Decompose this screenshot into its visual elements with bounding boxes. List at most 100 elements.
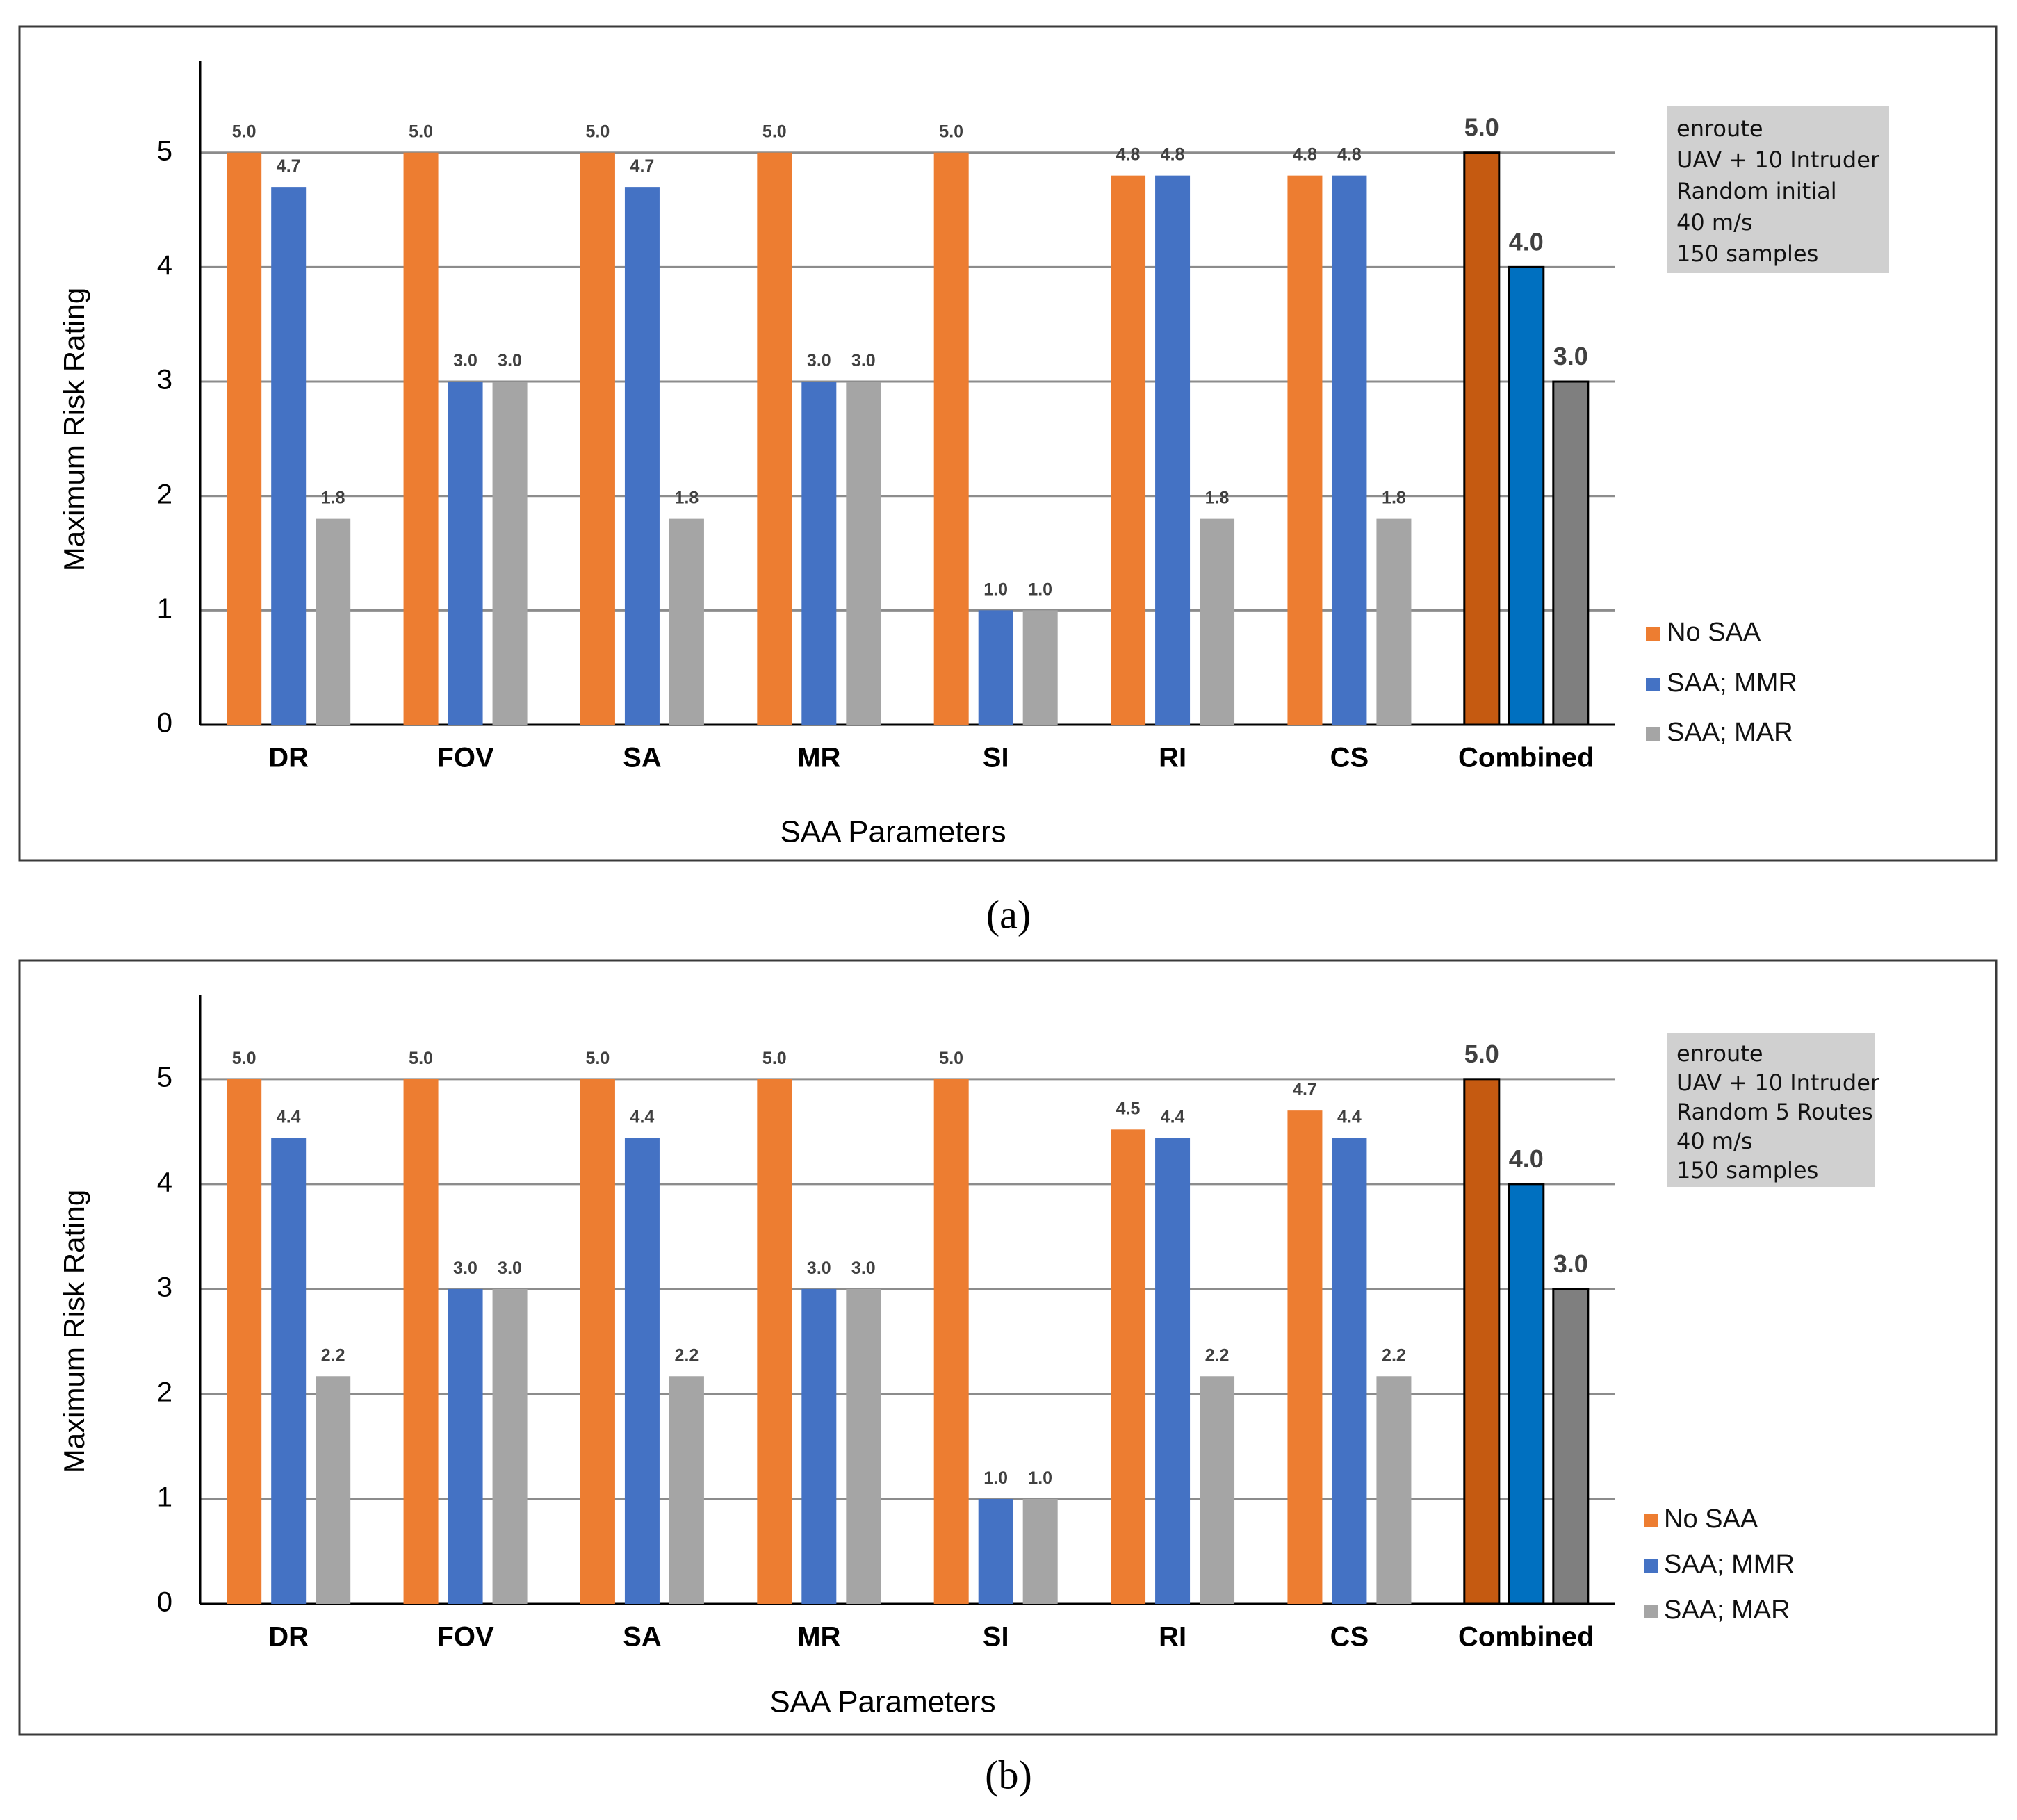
panel-a-info-box: enroute UAV + 10 Intruder Random initial… bbox=[1667, 106, 1889, 273]
panel-a-bar-dr-mmr bbox=[271, 187, 307, 725]
panel-a-bar-mr-mar bbox=[846, 382, 881, 725]
panel-b-bar-ri-no-saa bbox=[1111, 1129, 1146, 1604]
panel-b-data-label-mr-mmr: 3.0 bbox=[807, 1259, 831, 1278]
panel-b-bar-mr-no-saa bbox=[757, 1079, 792, 1604]
panel-b-bar-fov-mar bbox=[492, 1288, 528, 1604]
panel-b-chart: Maximum Risk Rating SAA Parameters enrou… bbox=[18, 959, 1998, 1736]
panel-a-x-tick-label-mr: MR bbox=[797, 743, 840, 773]
panel-b-data-label-mr-mar: 3.0 bbox=[851, 1259, 876, 1278]
panel-a-info-line-3: Random initial bbox=[1676, 178, 1837, 204]
panel-b-data-label-combined-no-saa: 5.0 bbox=[1464, 1040, 1499, 1068]
panel-b-bar-fov-no-saa bbox=[403, 1079, 439, 1604]
panel-b-x-axis-title: SAA Parameters bbox=[769, 1685, 995, 1719]
panel-b-data-label-cs-no-saa: 4.7 bbox=[1293, 1080, 1317, 1099]
panel-b-info-line-5: 150 samples bbox=[1676, 1157, 1818, 1183]
panel-b-data-label-cs-mmr: 4.4 bbox=[1337, 1107, 1362, 1126]
panel-a-data-label-mr-mmr: 3.0 bbox=[807, 351, 831, 370]
panel-a-data-label-fov-mmr: 3.0 bbox=[453, 351, 477, 370]
panel-b-bar-ri-mmr bbox=[1155, 1138, 1191, 1604]
panel-a-info-line-2: UAV + 10 Intruder bbox=[1676, 147, 1880, 173]
panel-a-y-axis-title: Maximum Risk Rating bbox=[58, 288, 90, 571]
panel-b-y-tick-label-4: 4 bbox=[157, 1167, 172, 1197]
panel-a-bar-fov-mmr bbox=[448, 382, 483, 725]
panel-b-bar-si-mar bbox=[1022, 1498, 1058, 1604]
panel-a-data-label-dr-no-saa: 5.0 bbox=[232, 122, 256, 142]
panel-b-bar-dr-mar bbox=[316, 1376, 351, 1604]
panel-b-y-tick-label-3: 3 bbox=[157, 1272, 172, 1302]
panel-b-data-label-cs-mar: 2.2 bbox=[1382, 1345, 1406, 1365]
panel-b-info-line-3: Random 5 Routes bbox=[1676, 1099, 1873, 1125]
panel-a-x-tick-label-combined: Combined bbox=[1458, 743, 1594, 773]
panel-b-bars bbox=[227, 1078, 1590, 1605]
panel-a-bar-combined-mmr bbox=[1508, 265, 1545, 726]
panel-a-legend-swatch-mar bbox=[1646, 727, 1660, 741]
panel-b-info-line-1: enroute bbox=[1676, 1040, 1763, 1067]
panel-a-data-label-ri-mmr: 4.8 bbox=[1161, 145, 1185, 165]
panel-b-x-tick-label-mr: MR bbox=[797, 1622, 840, 1653]
panel-a-chart: Maximum Risk Rating SAA Parameters enrou… bbox=[18, 25, 1998, 862]
panel-b-data-label-sa-mmr: 4.4 bbox=[630, 1107, 655, 1126]
panel-b-bar-ri-mar bbox=[1200, 1376, 1235, 1604]
panel-a-bar-sa-mar bbox=[669, 518, 704, 725]
panel-a-x-tick-label-cs: CS bbox=[1330, 743, 1369, 773]
panel-b-bar-combined-mmr bbox=[1508, 1183, 1545, 1605]
panel-a-data-label-dr-mmr: 4.7 bbox=[277, 156, 301, 176]
panel-b-data-label-combined-mmr: 4.0 bbox=[1509, 1145, 1544, 1173]
panel-b-x-tick-label-cs: CS bbox=[1330, 1622, 1369, 1653]
panel-a-data-label-sa-no-saa: 5.0 bbox=[586, 122, 610, 142]
panel-a-x-tick-label-fov: FOV bbox=[436, 743, 494, 773]
panel-a-bar-combined-mar bbox=[1552, 380, 1590, 726]
panel-a-bar-ri-mar bbox=[1200, 518, 1235, 725]
panel-b-data-label-fov-no-saa: 5.0 bbox=[409, 1049, 433, 1068]
panel-b-data-label-mr-no-saa: 5.0 bbox=[762, 1049, 787, 1068]
panel-b-bar-dr-no-saa bbox=[227, 1079, 262, 1604]
panel-a-data-label-si-no-saa: 5.0 bbox=[939, 122, 963, 142]
panel-b-bar-cs-no-saa bbox=[1287, 1110, 1323, 1604]
panel-a-bar-mr-mmr bbox=[801, 382, 837, 725]
panel-a-data-label-si-mmr: 1.0 bbox=[983, 580, 1008, 599]
panel-a-info-line-4: 40 m/s bbox=[1676, 209, 1753, 236]
panel-a-x-tick-label-si: SI bbox=[983, 743, 1009, 773]
panel-a-data-label-dr-mar: 1.8 bbox=[321, 489, 345, 508]
panel-b-y-tick-label-1: 1 bbox=[157, 1482, 172, 1513]
panel-a-data-label-mr-no-saa: 5.0 bbox=[762, 122, 787, 142]
panel-a-bar-sa-mmr bbox=[624, 187, 660, 725]
panel-a-bar-ri-mmr bbox=[1155, 175, 1191, 725]
panel-b-y-axis-title: Maximum Risk Rating bbox=[58, 1190, 90, 1473]
panel-a-y-tick-label-0: 0 bbox=[157, 708, 172, 739]
panel-b-data-label-ri-no-saa: 4.5 bbox=[1116, 1099, 1141, 1118]
panel-b-data-label-combined-mar: 3.0 bbox=[1553, 1249, 1588, 1278]
panel-b-info-box-bg bbox=[1667, 1033, 1875, 1187]
panel-a-data-label-fov-no-saa: 5.0 bbox=[409, 122, 433, 142]
panel-a-bar-si-mmr bbox=[978, 610, 1013, 725]
panel-b-caption: (b) bbox=[985, 1752, 1032, 1797]
panel-b-bar-sa-no-saa bbox=[580, 1079, 615, 1604]
panel-b-legend-swatch-no-saa bbox=[1644, 1514, 1658, 1527]
panel-b-data-label-ri-mar: 2.2 bbox=[1205, 1345, 1230, 1365]
panel-b-legend-label-mar: SAA; MAR bbox=[1664, 1596, 1790, 1625]
panel-a-info-line-5: 150 samples bbox=[1676, 240, 1818, 267]
panel-b-data-label-dr-no-saa: 5.0 bbox=[232, 1049, 256, 1068]
panel-b-data-label-ri-mmr: 4.4 bbox=[1161, 1107, 1185, 1126]
panel-b-y-tick-label-2: 2 bbox=[157, 1377, 172, 1407]
panel-b-y-tick-label-5: 5 bbox=[157, 1062, 172, 1092]
panel-b-x-tick-label-ri: RI bbox=[1159, 1622, 1186, 1653]
panel-a-bar-dr-mar bbox=[316, 518, 351, 725]
panel-b-bar-fov-mmr bbox=[448, 1288, 483, 1604]
panel-a-y-tick-label-1: 1 bbox=[157, 593, 172, 624]
panel-a-caption: (a) bbox=[986, 892, 1031, 937]
panel-a-data-label-sa-mar: 1.8 bbox=[675, 489, 699, 508]
panel-b-data-label-dr-mmr: 4.4 bbox=[277, 1107, 301, 1126]
panel-b-bar-combined-mar bbox=[1552, 1288, 1590, 1605]
panel-a-legend-swatch-no-saa bbox=[1646, 627, 1660, 641]
panel-a-bar-cs-mar bbox=[1376, 518, 1412, 725]
panel-b-legend-swatch-mar bbox=[1644, 1605, 1658, 1618]
panel-a-data-label-cs-mmr: 4.8 bbox=[1337, 145, 1362, 165]
panel-a-legend-swatch-mmr bbox=[1646, 678, 1660, 691]
panel-a-data-label-combined-mar: 3.0 bbox=[1553, 342, 1588, 370]
panel-a-data-label-fov-mar: 3.0 bbox=[498, 351, 522, 370]
panel-b-data-label-fov-mar: 3.0 bbox=[498, 1259, 522, 1278]
panel-b-data-label-si-mar: 1.0 bbox=[1028, 1468, 1052, 1488]
panel-b-data-label-si-mmr: 1.0 bbox=[983, 1468, 1008, 1488]
panel-a-data-label-ri-mar: 1.8 bbox=[1205, 489, 1230, 508]
